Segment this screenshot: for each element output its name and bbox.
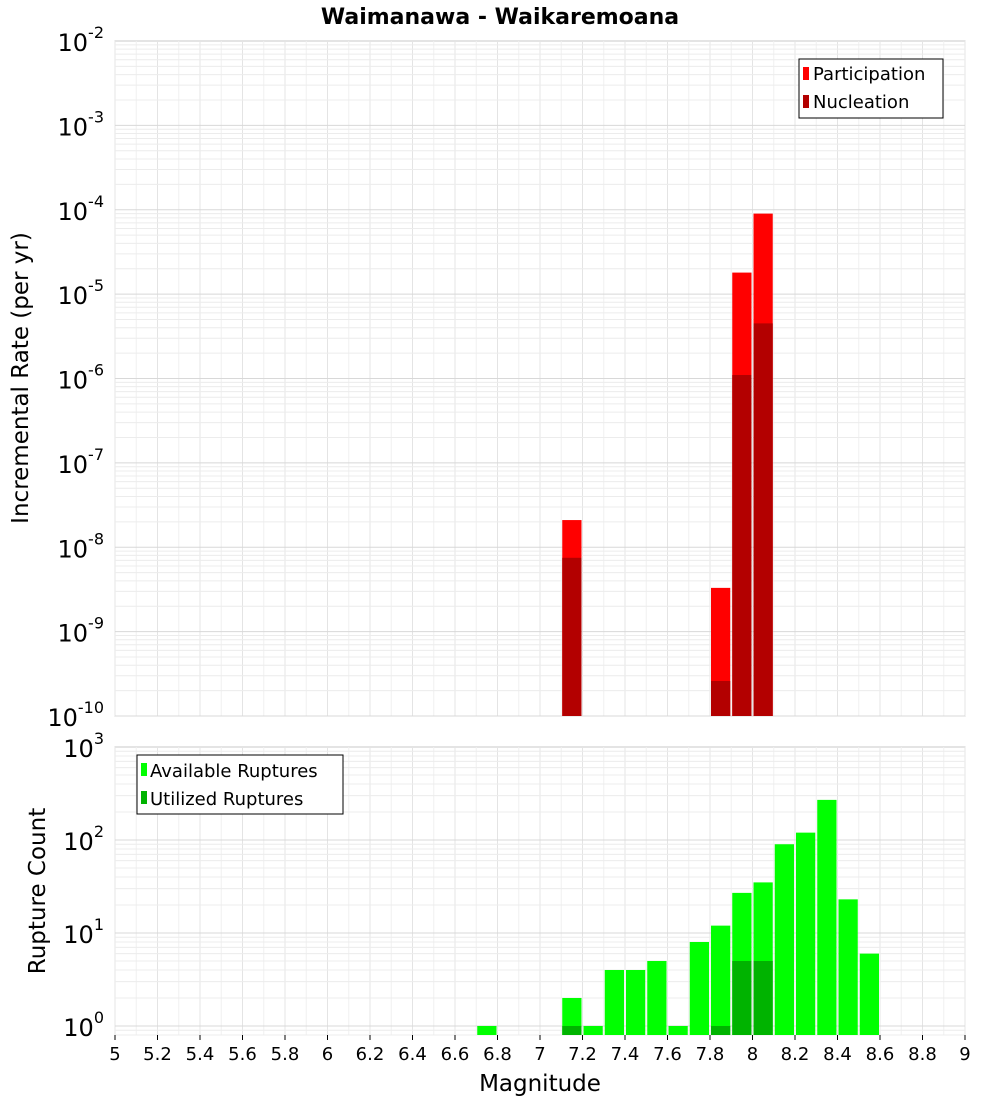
count-y-tick-labels: 100 101 102 103 — [63, 729, 104, 1042]
count-y-tick-label: 101 — [63, 915, 104, 949]
rate-gridlines — [114, 41, 966, 717]
x-tick-label: 8.8 — [908, 1044, 937, 1065]
nucleation-bar — [753, 323, 773, 716]
count-panel: 100 101 102 103 Rupture Count Available Rup… — [25, 729, 966, 1042]
available-ruptures-bar — [477, 1025, 497, 1035]
rate-y-tick-label: 10-9 — [58, 614, 105, 648]
count-y-tick-label: 100 — [63, 1008, 104, 1042]
x-tick-label: 7.2 — [568, 1044, 597, 1065]
available-ruptures-bar — [647, 960, 667, 1035]
utilized-ruptures-bar — [753, 960, 773, 1035]
utilized-ruptures-bar — [711, 1025, 731, 1035]
legend-label-nucleation: Nucleation — [813, 92, 909, 113]
nucleation-bar — [732, 375, 752, 716]
rate-y-axis-label: Incremental Rate (per yr) — [8, 232, 34, 524]
available-ruptures-bar — [626, 969, 646, 1035]
x-tick-label: 7.6 — [653, 1044, 682, 1065]
nucleation-bar — [562, 557, 582, 716]
x-tick-label: 9 — [959, 1044, 970, 1065]
rate-legend: Participation Nucleation — [798, 58, 944, 119]
x-tick-label: 7 — [534, 1044, 545, 1065]
x-tick-label: 7.4 — [611, 1044, 640, 1065]
available-ruptures-bar — [583, 1025, 603, 1035]
rate-y-tick-label: 10-4 — [58, 192, 105, 226]
utilized-ruptures-bar — [732, 960, 752, 1035]
x-axis-label: Magnitude — [479, 1071, 601, 1097]
legend-label-utilized: Utilized Ruptures — [150, 789, 303, 810]
x-tick-label: 5.2 — [143, 1044, 172, 1065]
x-tick-label: 6.2 — [356, 1044, 385, 1065]
available-ruptures-bar — [689, 942, 709, 1035]
x-tick-label: 8.6 — [866, 1044, 895, 1065]
rate-y-tick-label: 10-5 — [58, 276, 105, 310]
rate-y-tick-label: 10-7 — [58, 445, 105, 479]
count-bars — [477, 799, 879, 1035]
legend-label-participation: Participation — [813, 64, 925, 85]
count-y-tick-label: 102 — [63, 822, 104, 856]
available-ruptures-bar — [838, 899, 858, 1035]
x-tick-label: 8.4 — [823, 1044, 852, 1065]
legend-swatch-utilized — [141, 791, 147, 804]
available-ruptures-bar — [859, 953, 879, 1035]
available-ruptures-bar — [604, 969, 624, 1035]
x-tick-label: 5.8 — [271, 1044, 300, 1065]
x-tick-label: 7.8 — [696, 1044, 725, 1065]
x-tick-label: 6.4 — [398, 1044, 427, 1065]
available-ruptures-bar — [774, 844, 794, 1035]
count-legend: Available Ruptures Utilized Ruptures — [136, 754, 344, 815]
x-tick-labels: 5 5.2 5.4 5.6 5.8 6 6.2 6.4 6.6 6.8 7 7.2 7.4 7.6 7.8 8… — [109, 1035, 971, 1065]
available-ruptures-bar — [796, 832, 816, 1035]
count-y-tick-label: 103 — [63, 729, 104, 763]
available-ruptures-bar — [817, 799, 837, 1035]
x-tick-label: 8 — [747, 1044, 758, 1065]
available-ruptures-bar — [711, 925, 731, 1035]
rate-y-tick-label: 10-10 — [47, 698, 104, 732]
legend-swatch-available — [141, 763, 147, 776]
rate-y-tick-label: 10-8 — [58, 529, 105, 563]
available-ruptures-bar — [562, 997, 582, 1035]
rate-bars — [562, 213, 773, 717]
count-y-axis-label: Rupture Count — [25, 808, 51, 974]
available-ruptures-bar — [668, 1025, 688, 1035]
rate-y-tick-label: 10-6 — [58, 361, 105, 395]
x-tick-label: 6.8 — [483, 1044, 512, 1065]
chart-title: Waimanawa - Waikaremoana — [321, 5, 679, 30]
x-tick-label: 8.2 — [781, 1044, 810, 1065]
x-tick-label: 5 — [109, 1044, 120, 1065]
legend-swatch-nucleation — [803, 95, 809, 108]
legend-swatch-participation — [803, 67, 809, 80]
nucleation-bar — [711, 680, 731, 716]
rate-panel: 10-10 10-9 10-8 10-7 10-6 10-5 10-4 10-3 10-2 In… — [8, 23, 966, 732]
x-tick-label: 5.6 — [228, 1044, 257, 1065]
rate-y-tick-label: 10-2 — [58, 23, 105, 57]
legend-label-available: Available Ruptures — [150, 761, 318, 782]
rate-y-tick-label: 10-3 — [58, 107, 105, 141]
utilized-ruptures-bar — [562, 1025, 582, 1035]
x-tick-label: 6 — [322, 1044, 333, 1065]
x-tick-label: 6.6 — [441, 1044, 470, 1065]
rate-y-tick-labels: 10-10 10-9 10-8 10-7 10-6 10-5 10-4 10-3 10-2 — [47, 23, 104, 732]
x-tick-label: 5.4 — [186, 1044, 215, 1065]
